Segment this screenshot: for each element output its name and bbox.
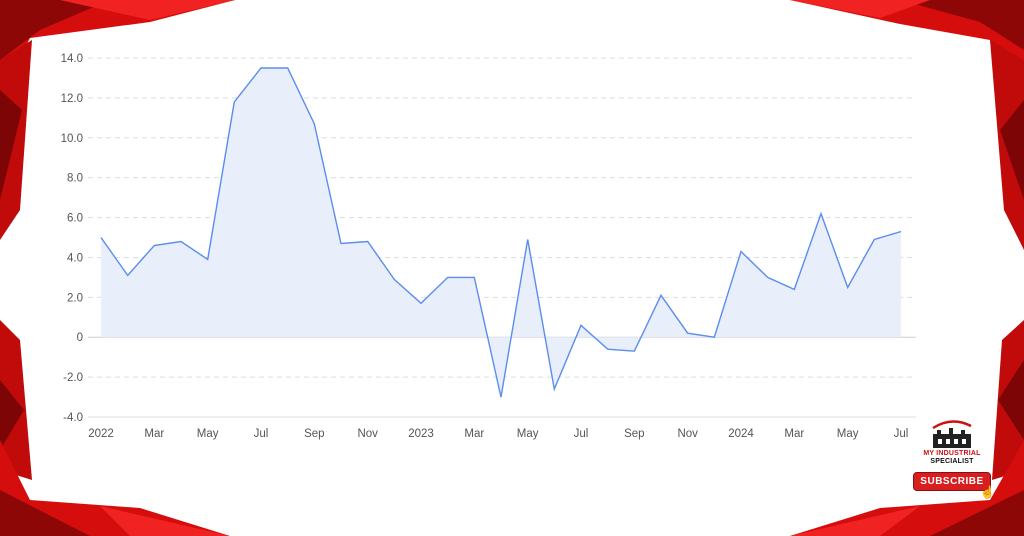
y-tick-label: 12.0 [61,93,83,105]
y-axis-ticks: 14.0 12.0 10.0 8.0 6.0 4.0 2.0 0 -2.0 -4.0 [61,53,83,424]
subscribe-button[interactable]: SUBSCRIBE ☝ [913,472,995,499]
x-tick-label: Sep [304,428,324,440]
area-fill [101,68,901,398]
y-tick-label: 4.0 [67,252,83,264]
x-tick-label: Nov [357,428,378,440]
x-tick-label: 2024 [728,428,754,440]
subscribe-label: SUBSCRIBE [920,476,984,487]
x-tick-label: May [517,428,539,440]
brand-name-line1: MY INDUSTRIAL [923,450,981,457]
y-tick-label: 14.0 [61,53,83,65]
x-tick-label: May [197,428,219,440]
hand-pointer-icon: ☝ [980,485,996,499]
series-line [100,67,902,398]
x-tick-label: Mar [784,428,804,440]
x-tick-label: Jul [894,428,909,440]
x-tick-label: Jul [574,428,589,440]
x-tick-label: Jul [254,428,269,440]
x-tick-label: Mar [464,428,484,440]
brand-badge: MY INDUSTRIAL SPECIALIST SUBSCRIBE ☝ [904,420,1000,508]
factory-icon [932,420,972,448]
y-tick-label: 6.0 [67,213,83,225]
y-tick-label: 8.0 [67,173,83,185]
area-series [100,67,902,398]
x-tick-label: 2022 [88,428,114,440]
y-tick-label: -4.0 [63,412,83,424]
y-tick-label: 10.0 [61,133,83,145]
y-tick-label: 2.0 [67,292,83,304]
x-tick-label: Nov [677,428,698,440]
y-tick-label: 0 [77,332,83,344]
x-tick-label: Sep [624,428,644,440]
y-tick-label: -2.0 [63,372,83,384]
x-tick-label: May [837,428,859,440]
x-tick-label: 2023 [408,428,434,440]
brand-name-line2: SPECIALIST [930,458,974,465]
x-axis-ticks: 2022 Mar May Jul Sep Nov 2023 Mar May Jul Sep Nov 20… [88,428,908,440]
x-tick-label: Mar [144,428,164,440]
